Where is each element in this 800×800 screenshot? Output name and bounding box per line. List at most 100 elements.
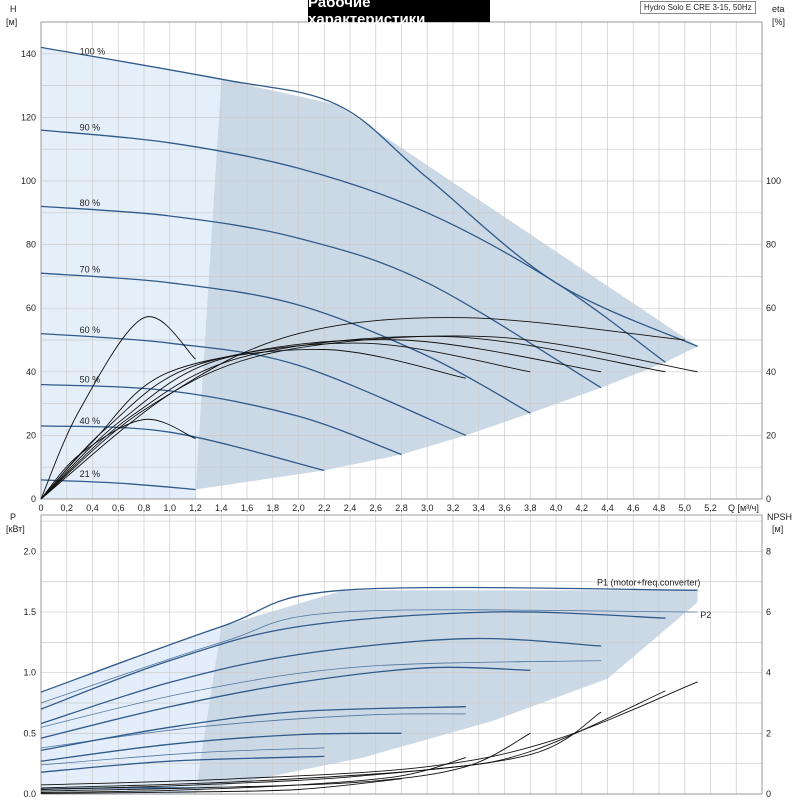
x-tick-label: 5,0 [678,503,691,513]
y-tick-label: 2.0 [23,546,36,556]
efficiency-curve [40,317,685,500]
efficiency-curve [40,316,196,500]
p1-power-curve [40,666,531,739]
p1-power-curve [40,637,602,725]
speed-curve-label: 60 % [80,325,101,335]
x-tick-label: 4,0 [550,503,563,513]
y2-tick-label: 0 [766,494,771,504]
y2-axis-unit: [%] [772,17,785,27]
y-tick-label: 40 [26,367,36,377]
x-tick-label: 0,4 [86,503,99,513]
head-plot: 100 % 90 % 80 % 70 % 60 % 50 % 40 % 21 % 0 0,2 0,4… [6,4,785,513]
x-tick-label: 3,0 [421,503,434,513]
speed-curve-label: 80 % [80,198,101,208]
speed-curve-label: 40 % [80,416,101,426]
y-tick-label: 0.5 [23,728,36,738]
y-axis-label: P [10,512,16,522]
y-tick-label: 140 [21,49,36,59]
speed-curve-label: 90 % [80,123,101,133]
y2-axis-label: eta [772,4,785,14]
y2-tick-label: 2 [766,728,771,738]
x-tick-label: 2,0 [292,503,305,513]
y-tick-label: 0.0 [23,789,36,799]
y-tick-label: 100 [21,176,36,186]
p1-power-curve [40,586,698,693]
x-tick-label: 0 [38,503,43,513]
x-tick-label: 4,4 [601,503,614,513]
x-tick-label: 1,6 [241,503,254,513]
efficiency-curve [40,335,698,500]
x-tick-label: 2,4 [344,503,357,513]
x-tick-label: 3,2 [447,503,460,513]
y2-tick-label: 6 [766,607,771,617]
x-tick-label: 0,6 [112,503,125,513]
y-tick-label: 0 [31,494,36,504]
speed-curve [40,383,402,456]
p2-power-curve [40,609,698,704]
x-axis-label: Q [м³/ч] [728,503,759,513]
x-tick-label: 5,2 [704,503,717,513]
x-tick-label: 4,8 [653,503,666,513]
x-tick-label: 0,2 [60,503,73,513]
npsh-curve [40,732,531,792]
p1-series-label: P1 (motor+freq.converter) [597,577,700,587]
x-tick-label: 3,6 [498,503,511,513]
efficiency-curve [40,418,196,500]
y2-axis-unit: [м] [772,524,783,534]
y2-tick-label: 20 [766,430,776,440]
y2-axis-label: NPSH [767,512,792,522]
speed-curve-label: 70 % [80,265,101,275]
y-tick-label: 80 [26,240,36,250]
x-tick-label: 3,4 [472,503,485,513]
npsh-curve [40,681,698,786]
y-axis-unit: [кВт] [6,524,25,534]
y-axis-label: H [10,4,17,14]
x-tick-label: 2,6 [369,503,382,513]
y2-tick-label: 60 [766,303,776,313]
speed-curve [40,425,325,472]
y2-tick-label: 0 [766,789,771,799]
y-tick-label: 1.0 [23,668,36,678]
y-tick-label: 1.5 [23,607,36,617]
efficiency-curve [40,335,666,500]
speed-curve [40,129,666,363]
speed-curve-label: 50 % [80,375,101,385]
y-tick-label: 120 [21,112,36,122]
speed-curve [40,205,602,389]
x-tick-label: 0,8 [138,503,151,513]
npsh-curve [40,757,467,793]
chart-title: Рабочие характеристики [308,0,490,28]
p2-power-curve [40,747,325,766]
efficiency-curve [40,342,531,500]
y2-tick-label: 4 [766,668,771,678]
x-tick-label: 1,4 [215,503,228,513]
x-tick-label: 3,8 [524,503,537,513]
y-tick-label: 20 [26,430,36,440]
x-tick-label: 4,6 [627,503,640,513]
p2-power-curve [40,660,602,728]
speed-curve [40,272,531,414]
speed-curve-label: 100 % [80,47,106,57]
plot-frame [40,514,763,795]
npsh-curve [40,711,602,790]
light-envelope-area [41,626,222,794]
speed-curve-label: 21 % [80,469,101,479]
pump-model-label: Hydro Solo E CRE 3-15, 50Hz [640,1,756,14]
y-tick-label: 60 [26,303,36,313]
npsh-curve [40,778,402,794]
operating-envelope-area [195,79,698,490]
plot-frame [40,21,763,500]
p1-power-curve [40,611,666,710]
p2-series-label: P2 [700,610,711,620]
power-plot: P1 (motor+freq.converter)P20.00.51.01.52… [6,512,792,799]
y2-tick-label: 80 [766,240,776,250]
y-axis-unit: [м] [6,17,17,27]
x-tick-label: 2,8 [395,503,408,513]
speed-curve [40,332,467,436]
x-tick-label: 4,2 [575,503,588,513]
speed-curve [40,46,698,347]
p1-power-curve [40,755,325,773]
x-tick-label: 2,2 [318,503,331,513]
y2-tick-label: 100 [766,176,781,186]
